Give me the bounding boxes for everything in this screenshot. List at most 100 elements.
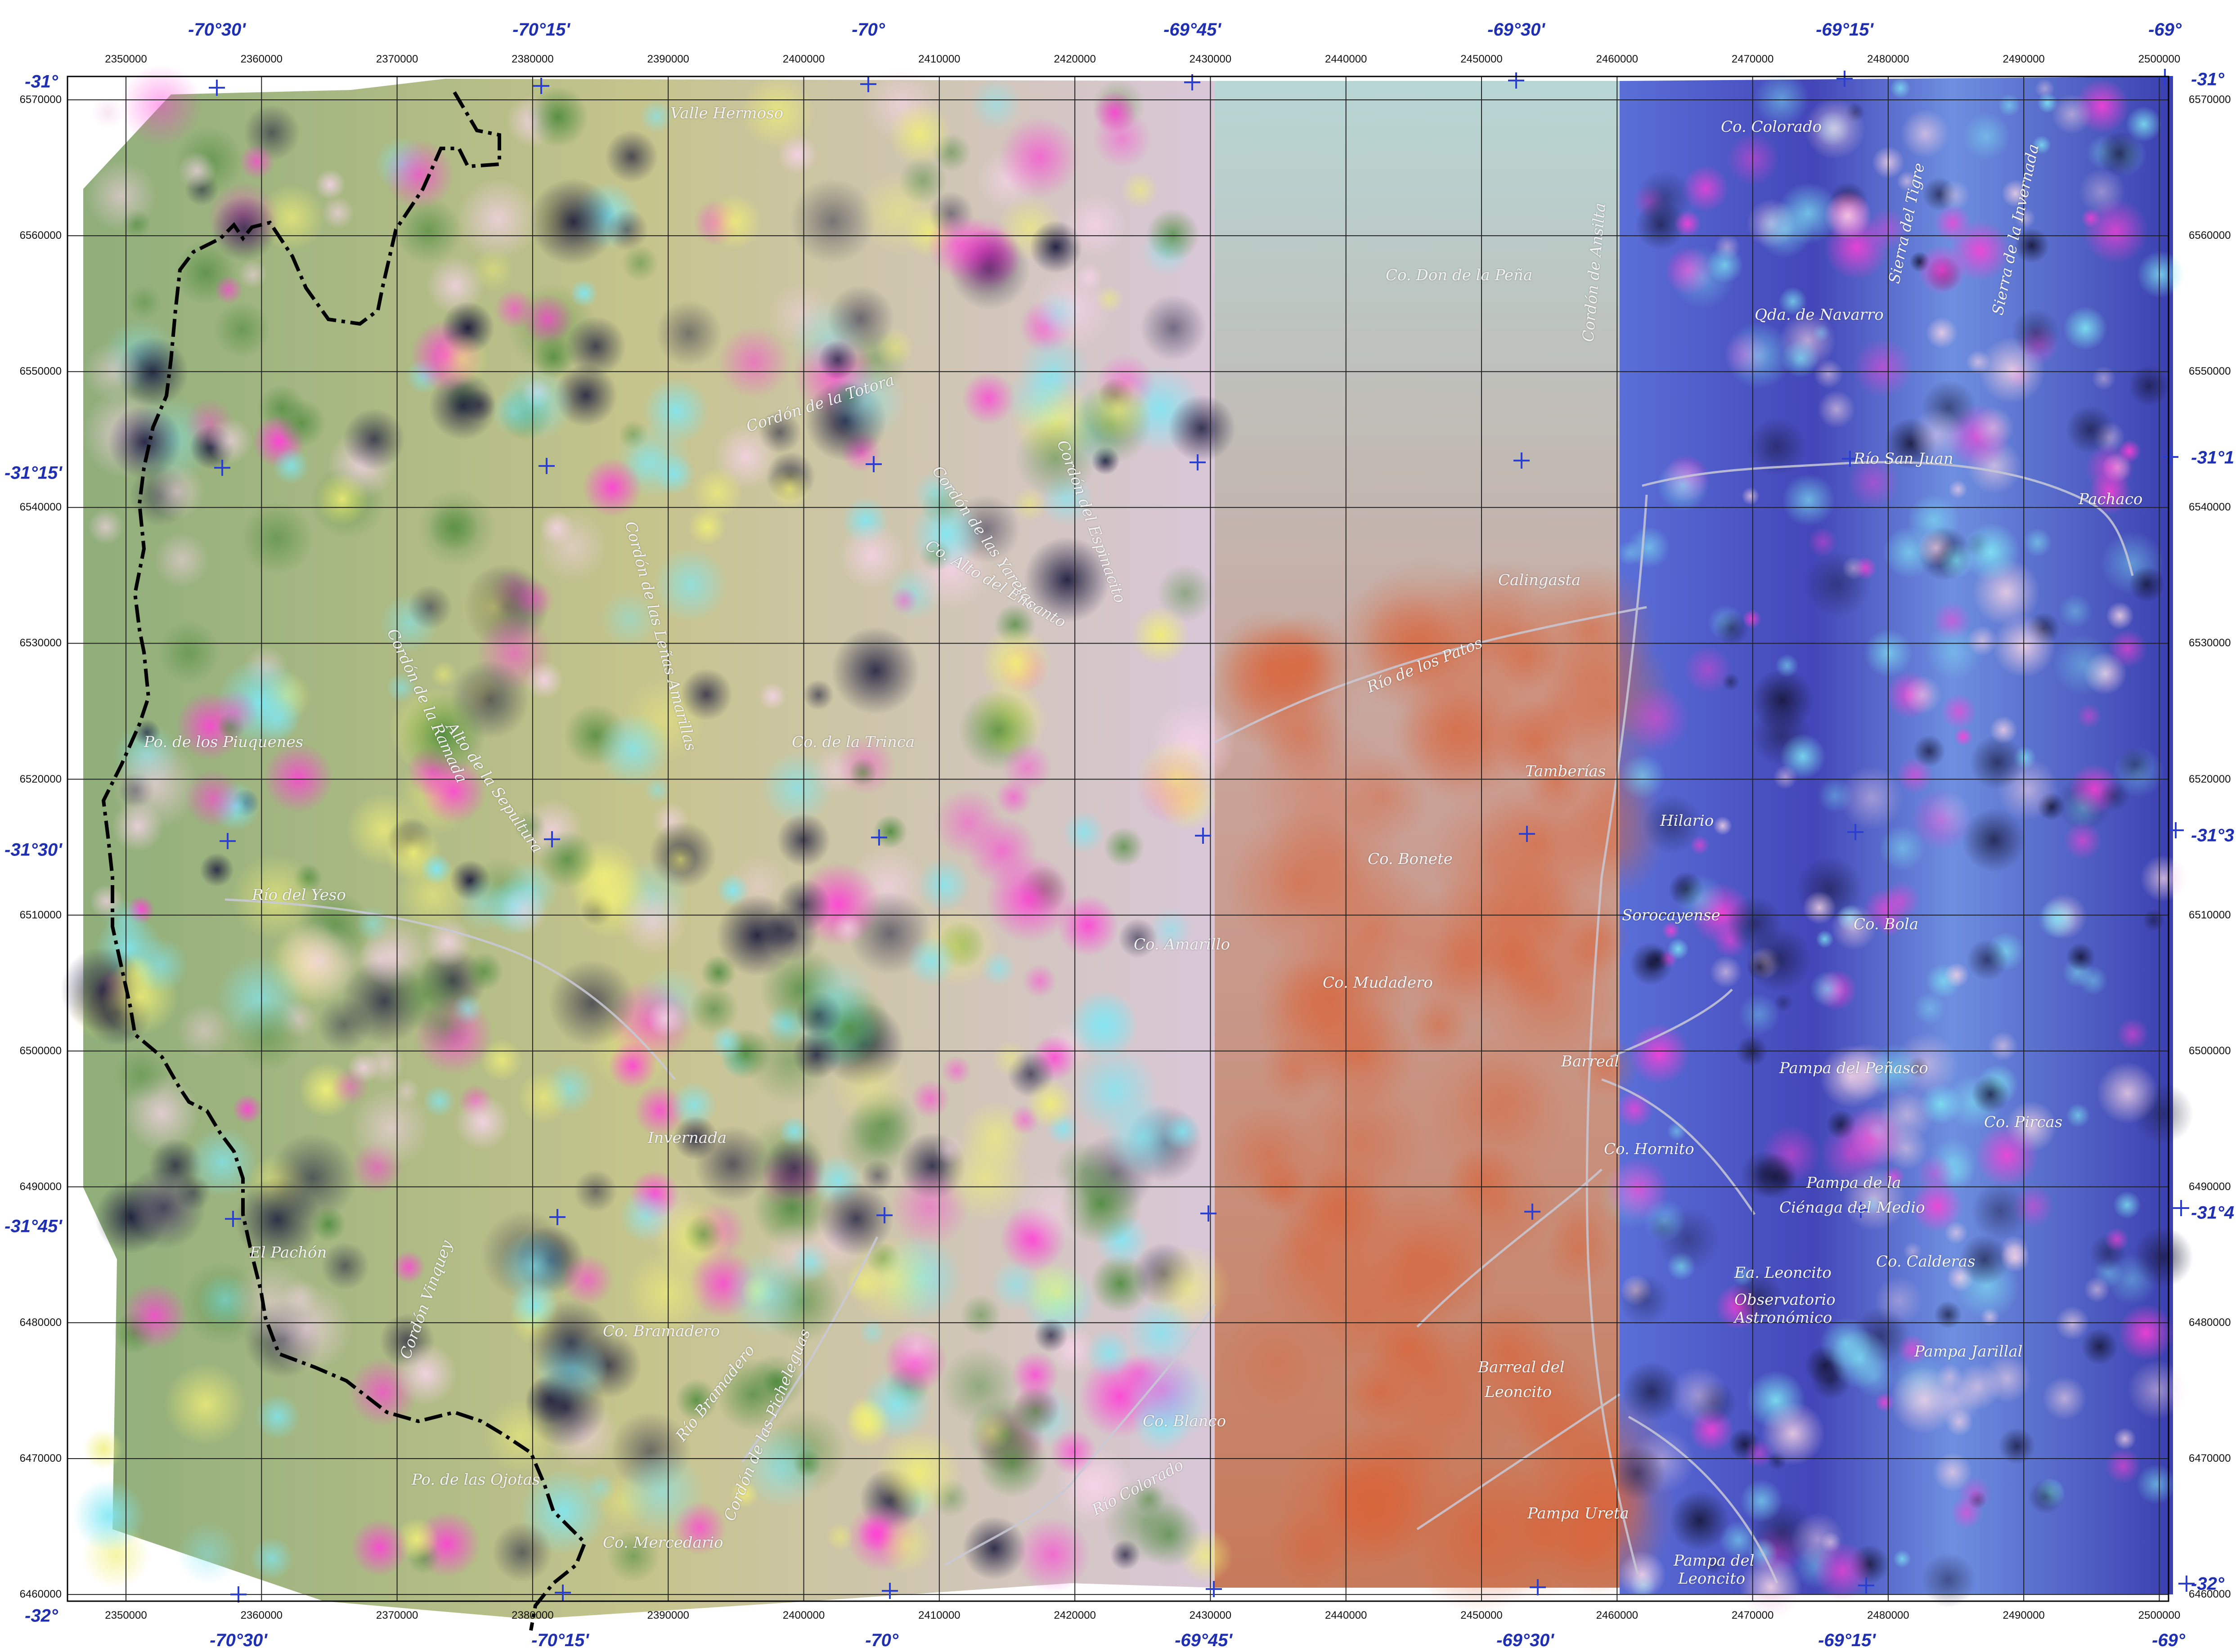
texture-blob xyxy=(250,1537,293,1580)
texture-blob xyxy=(531,335,575,379)
lon-label: -69°45' xyxy=(1175,1630,1232,1650)
texture-blob xyxy=(400,692,485,778)
texture-blob xyxy=(2023,528,2052,557)
place-label: Río San Juan xyxy=(1854,450,1953,468)
texture-blob xyxy=(828,363,906,441)
texture-blob xyxy=(263,743,333,813)
texture-blob xyxy=(792,1030,841,1079)
texture-blob xyxy=(1157,564,1214,622)
graticule-cross xyxy=(544,831,560,847)
texture-blob xyxy=(1557,922,1623,989)
graticule-cross xyxy=(1524,1204,1540,1220)
easting-label: 2350000 xyxy=(105,53,147,65)
texture-blob xyxy=(1104,827,1144,867)
texture-blob xyxy=(514,810,546,842)
texture-blob xyxy=(1026,1079,1075,1128)
place-label: Pachaco xyxy=(2079,490,2143,508)
texture-blob xyxy=(2038,899,2077,939)
texture-blob xyxy=(701,955,736,990)
northing-label: 6550000 xyxy=(2189,365,2231,378)
texture-blob xyxy=(207,418,253,464)
texture-blob xyxy=(1629,1023,1690,1084)
texture-blob xyxy=(654,453,695,495)
texture-blob xyxy=(1966,350,1990,374)
texture-blob xyxy=(741,1426,823,1509)
graticule-cross xyxy=(230,1586,247,1603)
texture-blob xyxy=(1778,287,1807,316)
easting-label: 2440000 xyxy=(1325,1609,1367,1621)
texture-blob xyxy=(132,937,188,993)
coordinate-grid xyxy=(67,76,2169,1601)
easting-label: 2500000 xyxy=(2138,53,2181,65)
texture-blob xyxy=(1933,1452,1972,1492)
northing-label: 6510000 xyxy=(19,909,62,921)
texture-blob xyxy=(1971,1182,2029,1240)
texture-blob xyxy=(597,712,670,786)
texture-blob xyxy=(683,1214,723,1254)
lat-label: -32° xyxy=(25,1606,58,1626)
texture-blob xyxy=(238,260,268,289)
texture-blob xyxy=(777,134,818,175)
easting-label: 2360000 xyxy=(240,1609,283,1621)
texture-blob xyxy=(1893,1550,1911,1568)
texture-blob xyxy=(1890,78,1911,98)
texture-blob xyxy=(1715,612,1749,646)
texture-blob xyxy=(1939,542,1975,578)
place-label: Leoncito xyxy=(1485,1383,1552,1401)
texture-blob xyxy=(1643,1199,1686,1242)
place-label: Pampa Jarillal xyxy=(1914,1343,2023,1361)
graticule-cross xyxy=(539,458,555,474)
texture-blob xyxy=(176,1522,239,1585)
place-label: Barreal del xyxy=(1478,1358,1565,1376)
texture-blob xyxy=(1618,1274,1670,1326)
texture-blob xyxy=(1913,992,1946,1025)
texture-blob xyxy=(2063,789,2102,828)
graticule-cross xyxy=(533,78,549,94)
texture-blob xyxy=(1842,556,1865,580)
texture-blob xyxy=(2078,966,2108,995)
place-label: Qda. de Navarro xyxy=(1755,306,1884,324)
texture-blob xyxy=(1126,1298,1196,1368)
texture-blob xyxy=(2058,594,2092,628)
texture-blob xyxy=(967,816,1037,886)
texture-blob xyxy=(875,1429,962,1516)
easting-label: 2380000 xyxy=(512,53,554,65)
texture-blob xyxy=(1847,456,1899,508)
place-label: Co. Calderas xyxy=(1876,1253,1976,1271)
texture-blob xyxy=(1617,541,1642,566)
texture-blob xyxy=(85,160,157,231)
place-label: Astronómico xyxy=(1734,1309,1832,1327)
place-label: Co. Bola xyxy=(1854,915,1919,933)
graticule-cross xyxy=(2178,1576,2195,1592)
northing-label: 6570000 xyxy=(19,94,62,106)
texture-blob xyxy=(1018,334,1090,406)
texture-blob xyxy=(1954,727,1973,746)
texture-blob xyxy=(962,1516,1026,1580)
texture-blob xyxy=(741,75,815,149)
easting-label: 2410000 xyxy=(918,53,961,65)
texture-blob xyxy=(892,1322,942,1372)
texture-blob xyxy=(942,1056,971,1085)
place-label: Pampa del Peñasco xyxy=(1779,1059,1928,1077)
texture-blob xyxy=(1879,914,1901,936)
texture-blob xyxy=(386,673,416,703)
texture-blob xyxy=(1484,1337,1597,1450)
texture-blob xyxy=(1620,754,1666,800)
texture-blob xyxy=(1967,939,2008,980)
texture-blob xyxy=(1104,1098,1182,1176)
texture-blob xyxy=(1492,622,1561,691)
texture-blob xyxy=(962,372,1015,425)
texture-blob xyxy=(480,1039,523,1081)
map-frame xyxy=(67,76,2169,1602)
texture-blob xyxy=(585,1473,615,1503)
texture-blob xyxy=(762,1136,826,1200)
texture-blob xyxy=(1690,835,1710,855)
texture-blob xyxy=(1024,537,1110,623)
place-label: Observatorio xyxy=(1734,1291,1836,1309)
texture-blob xyxy=(1911,1180,1963,1232)
texture-blob xyxy=(1163,1113,1201,1151)
texture-blob xyxy=(844,1263,884,1303)
northing-label: 6490000 xyxy=(19,1180,62,1193)
texture-blob xyxy=(277,399,326,448)
texture-blob xyxy=(1149,908,1193,952)
